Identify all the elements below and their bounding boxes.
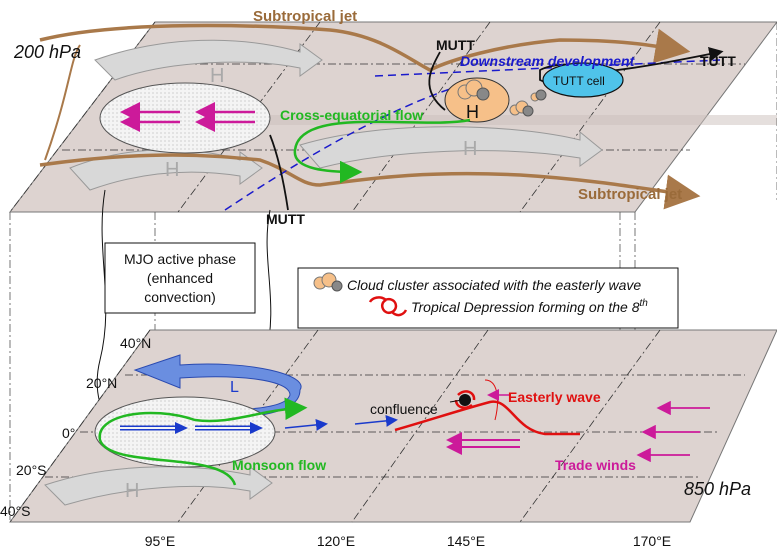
lon-95e: 95°E <box>145 533 176 549</box>
lower-td-icon <box>454 390 476 409</box>
level-850-label: 850 hPa <box>684 479 751 499</box>
legend-box <box>297 267 679 329</box>
legend-td-text: Tropical Depression forming on the 8th <box>411 298 648 315</box>
tutt-cell-label: TUTT cell <box>553 74 605 88</box>
subtropical-jet-south-label: Subtropical jet <box>578 186 682 203</box>
monsoon-flow-arrow <box>98 397 308 486</box>
confluence-arrow <box>449 399 463 403</box>
legend-cloud-icon <box>313 272 343 292</box>
tropical-depression-icon <box>368 296 408 317</box>
mutt-lower-label: MUTT <box>266 211 305 227</box>
high-label-3: H <box>463 138 477 160</box>
lower-high-label: H <box>125 480 139 502</box>
lon-170e: 170°E <box>633 533 671 549</box>
upper-magenta-arrows <box>120 102 255 132</box>
lon-120e: 120°E <box>317 533 355 549</box>
downstream-label: Downstream development <box>460 53 636 69</box>
easterly-wave-label: Easterly wave <box>508 389 601 405</box>
tutt-label: TUTT <box>700 53 736 69</box>
subtropical-jet-streams <box>39 23 701 210</box>
upper-divergence-ellipse <box>99 82 271 154</box>
high-label-2: H <box>165 159 179 181</box>
monsoon-flow-label: Monsoon flow <box>232 457 326 473</box>
level-200-label: 200 hPa <box>13 42 81 62</box>
mjo-line-3: convection) <box>144 289 216 305</box>
lat-20s: 20°S <box>16 462 47 478</box>
mutt-upper-label: MUTT <box>436 37 475 53</box>
lon-145e: 145°E <box>447 533 485 549</box>
cross-equatorial-arrow <box>293 118 471 184</box>
legend-td-main: Tropical Depression forming on the 8 <box>411 299 640 315</box>
easterly-wave-line <box>394 400 580 436</box>
subtropical-jet-north-label: Subtropical jet <box>253 8 357 25</box>
mjo-line-1: MJO active phase <box>124 251 236 267</box>
lat-0: 0° <box>62 425 75 441</box>
tutt-cell-ellipse <box>542 62 624 98</box>
trade-wind-arrows <box>446 389 710 463</box>
mjo-box <box>104 242 256 314</box>
low-label: L <box>230 379 239 396</box>
upper-high-arrows <box>69 39 603 191</box>
confluence-label: confluence <box>370 401 438 417</box>
cross-equatorial-label: Cross-equatorial flow <box>280 107 423 123</box>
high-label-4: H <box>466 102 479 122</box>
lat-20n: 20°N <box>86 375 117 391</box>
high-label-1: H <box>210 65 224 87</box>
lat-40n: 40°N <box>120 335 151 351</box>
mjo-line-2: (enhanced <box>147 270 213 286</box>
legend-td-sup: th <box>640 298 649 309</box>
legend-cloud-text: Cloud cluster associated with the easter… <box>347 277 641 293</box>
cloud-cluster-icon <box>457 79 547 117</box>
trade-winds-label: Trade winds <box>555 457 636 473</box>
lower-high-arrow <box>44 466 273 506</box>
lower-blue-arrows <box>120 414 398 434</box>
lat-40s: 40°S <box>0 503 31 519</box>
